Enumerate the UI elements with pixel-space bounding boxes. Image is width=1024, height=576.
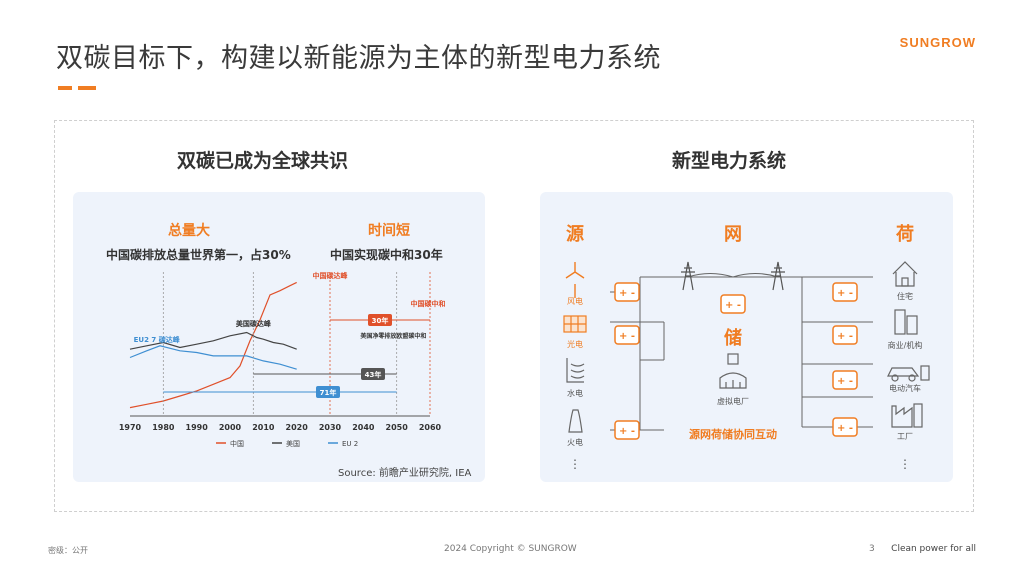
- series-line-1: [129, 331, 297, 350]
- col-grid-label: 网: [724, 224, 742, 245]
- x-tick-label: 2060: [419, 423, 442, 432]
- china-neutral-annotation: 中国碳中和: [411, 299, 446, 308]
- us-peak-annotation: 美国碳达峰: [236, 319, 272, 328]
- eu-peak-annotation: EU2 7 碳达峰: [134, 335, 181, 344]
- load-ev-label: 电动汽车: [889, 383, 921, 393]
- x-tick-label: 2000: [219, 423, 242, 432]
- synergy-caption: 源网荷储协同互动: [689, 427, 777, 441]
- factory-icon: [891, 403, 923, 428]
- block2-head: 时间短: [368, 223, 410, 239]
- block1-desc: 中国碳排放总量世界第一，占30%: [106, 248, 291, 262]
- office-building-icon: [894, 309, 918, 335]
- footer-copyright: 2024 Copyright © SUNGROW: [444, 544, 577, 554]
- house-icon: [892, 261, 918, 287]
- load-residential-label: 住宅: [897, 291, 913, 301]
- battery-icon: + -: [614, 282, 640, 302]
- left-panel: [73, 192, 485, 482]
- source-more-dots: ⋮: [569, 457, 581, 471]
- battery-icons: + - + - + - + - + - + - + - + -: [614, 282, 858, 440]
- source-solar-label: 光电: [567, 339, 583, 349]
- span-30-badge: [368, 314, 392, 326]
- left-panel-title: 双碳已成为全球共识: [177, 150, 349, 172]
- span-71-label: 71年: [320, 388, 337, 397]
- series-line-2: [129, 345, 297, 370]
- hydro-dam-icon: [566, 358, 585, 383]
- content-frame: [54, 120, 974, 512]
- col-source-label: 源: [566, 223, 584, 245]
- us-eu-neutral-annotation: 美国净零排放欧盟碳中和: [359, 332, 426, 340]
- battery-icon: + -: [832, 325, 858, 345]
- legend-label-0: 中国: [230, 439, 244, 448]
- electric-car-icon: [887, 365, 930, 382]
- x-tick-label: 2010: [252, 423, 275, 432]
- battery-icon: + -: [832, 370, 858, 390]
- svg-text:+ -: + -: [837, 423, 853, 434]
- transmission-tower-icon: [681, 261, 785, 291]
- span-71-badge: [316, 386, 340, 398]
- footer-page-number: 3: [869, 544, 875, 554]
- load-more-dots: ⋮: [899, 457, 911, 471]
- title-accent-mark: [58, 86, 96, 90]
- battery-icon: + -: [614, 325, 640, 345]
- network-lines: [610, 273, 873, 431]
- svg-text:+ -: + -: [725, 300, 741, 311]
- source-thermal-label: 火电: [567, 437, 583, 447]
- vpp-label: 虚拟电厂: [717, 396, 749, 406]
- x-tick-label: 2040: [352, 423, 375, 432]
- right-panel: [540, 192, 953, 482]
- span-30-label: 30年: [372, 316, 389, 325]
- storage-label: 储: [723, 327, 742, 349]
- battery-icon: + -: [614, 420, 640, 440]
- svg-text:+ -: + -: [837, 376, 853, 387]
- chart-source: Source: 前瞻产业研究院, IEA: [338, 468, 472, 479]
- footer-classification: 密级：公开: [48, 546, 88, 555]
- svg-text:+ -: + -: [619, 288, 635, 299]
- svg-text:+ -: + -: [619, 426, 635, 437]
- power-system-diagram: 源 网 荷 储 风电 光电 水电 火电 ⋮ + -+ -+: [563, 223, 930, 471]
- span-43-label: 43年: [365, 370, 382, 379]
- svg-text:+ -: + -: [619, 331, 635, 342]
- block1-head: 总量大: [168, 223, 210, 239]
- legend-label-2: EU 2: [342, 440, 358, 448]
- battery-icon: + -: [832, 417, 858, 437]
- x-tick-label: 1990: [186, 423, 209, 432]
- x-tick-label: 2030: [319, 423, 342, 432]
- legend-label-1: 美国: [286, 439, 300, 448]
- page-title: 双碳目标下，构建以新能源为主体的新型电力系统: [56, 43, 661, 74]
- col-load-label: 荷: [896, 223, 914, 245]
- battery-icon: + -: [832, 282, 858, 302]
- solar-panel-icon: [563, 315, 587, 333]
- wind-turbine-icon: [565, 262, 585, 298]
- battery-icon: + -: [720, 294, 746, 314]
- virtual-power-plant-icon: [719, 353, 747, 389]
- svg-text:+ -: + -: [837, 331, 853, 342]
- x-tick-label: 2050: [386, 423, 409, 432]
- span-43-badge: [361, 368, 385, 380]
- svg-text:+ -: + -: [837, 288, 853, 299]
- series-line-0: [129, 281, 297, 409]
- x-tick-label: 2020: [286, 423, 309, 432]
- load-commercial-label: 商业/机构: [888, 340, 923, 350]
- x-tick-label: 1980: [152, 423, 175, 432]
- x-tick-label: 1970: [119, 423, 142, 432]
- block2-desc: 中国实现碳中和30年: [330, 248, 443, 262]
- sungrow-logo: SUNGROW: [899, 35, 976, 50]
- footer-slogan: Clean power for all: [891, 544, 976, 554]
- thermal-plant-icon: [568, 409, 583, 433]
- source-wind-label: 风电: [567, 296, 583, 306]
- right-panel-title: 新型电力系统: [672, 150, 787, 172]
- load-factory-label: 工厂: [897, 432, 913, 441]
- china-peak-annotation: 中国碳达峰: [313, 271, 349, 280]
- source-hydro-label: 水电: [567, 388, 583, 398]
